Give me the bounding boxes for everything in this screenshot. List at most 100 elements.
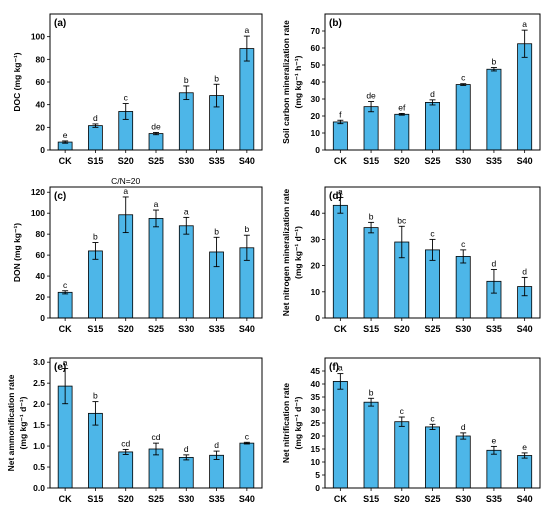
- significance-letter: e: [492, 435, 497, 445]
- x-tick-label: S15: [363, 494, 379, 504]
- significance-letter: c: [461, 73, 466, 83]
- y-tick-label: 0: [315, 145, 320, 155]
- significance-letter: b: [369, 387, 374, 397]
- x-tick-label: S40: [239, 324, 255, 334]
- bar: [425, 102, 440, 151]
- significance-letter: b: [214, 226, 219, 236]
- x-tick-label: S40: [517, 324, 533, 334]
- bar: [178, 456, 194, 489]
- significance-letter: c: [124, 93, 129, 103]
- y-axis-label: Net nitrogen mineralization rate: [281, 188, 291, 316]
- panel-label: (a): [54, 18, 66, 29]
- significance-letter: d: [214, 440, 219, 450]
- bar: [486, 68, 502, 151]
- bar: [332, 204, 348, 319]
- x-tick-label: S30: [455, 156, 471, 166]
- y-tick-label: 0.5: [33, 462, 45, 472]
- x-tick-label: S35: [486, 156, 502, 166]
- bar: [178, 225, 194, 319]
- y-tick-label: 60: [311, 43, 321, 53]
- x-tick-label: S20: [118, 324, 134, 334]
- significance-letter: b: [93, 232, 98, 242]
- bar: [486, 449, 502, 489]
- significance-letter: de: [366, 91, 376, 101]
- x-tick-label: CK: [334, 494, 347, 504]
- significance-letter: f: [339, 109, 342, 119]
- y-tick-label: 0: [315, 313, 320, 323]
- bar: [332, 121, 348, 151]
- y-tick-label: 120: [31, 187, 45, 197]
- bar: [455, 435, 471, 489]
- x-tick-label: S20: [118, 494, 134, 504]
- y-axis-label: (mg kg⁻¹ d⁻¹): [18, 396, 28, 449]
- significance-letter: a: [63, 357, 68, 367]
- x-tick-label: S15: [87, 156, 103, 166]
- significance-letter: cd: [121, 438, 130, 448]
- y-tick-label: 40: [311, 379, 321, 389]
- y-tick-label: 30: [311, 405, 321, 415]
- y-tick-label: 60: [36, 77, 46, 87]
- significance-letter: cd: [152, 432, 161, 442]
- significance-letter: b: [369, 211, 374, 221]
- x-tick-label: S35: [209, 494, 225, 504]
- y-tick-label: 0: [315, 483, 320, 493]
- y-tick-label: 100: [31, 32, 45, 42]
- significance-letter: b: [214, 73, 219, 83]
- significance-letter: c: [430, 413, 435, 423]
- x-tick-label: CK: [59, 324, 72, 334]
- y-tick-label: 20: [311, 261, 321, 271]
- panel-label: (f): [329, 362, 339, 373]
- significance-letter: a: [184, 206, 189, 216]
- significance-letter: d: [93, 113, 98, 123]
- bar: [178, 92, 194, 151]
- x-tick-label: S20: [394, 324, 410, 334]
- bar: [394, 421, 410, 489]
- chart-panel-5: a CK b S15 cd S20 cd S25 d S30 d S35 c S40 0.0 0.5 1.0 1.…: [6, 357, 263, 504]
- y-tick-label: 20: [311, 431, 321, 441]
- bar: [148, 133, 164, 151]
- chart-panel-6: a CK b S15 c S20 c S25 d S30 e S35 e S40 0 5 10 15 20 25 30 3…: [281, 357, 541, 504]
- significance-letter: c: [400, 406, 405, 416]
- y-tick-label: 2.0: [33, 399, 45, 409]
- bar: [394, 113, 410, 151]
- y-tick-label: 0: [40, 313, 45, 323]
- significance-letter: d: [430, 89, 435, 99]
- x-tick-label: S40: [517, 156, 533, 166]
- significance-letter: b: [184, 75, 189, 85]
- y-tick-label: 10: [311, 128, 321, 138]
- x-tick-label: CK: [59, 494, 72, 504]
- y-tick-label: 25: [311, 418, 321, 428]
- significance-letter: e: [63, 130, 68, 140]
- x-tick-label: S25: [424, 494, 440, 504]
- significance-letter: ef: [398, 102, 406, 112]
- bar: [148, 218, 164, 319]
- x-tick-label: S35: [486, 494, 502, 504]
- panel-label: (c): [54, 191, 66, 202]
- bar: [118, 451, 134, 489]
- significance-letter: b: [93, 391, 98, 401]
- x-tick-label: S20: [118, 156, 134, 166]
- significance-letter: a: [123, 186, 128, 196]
- bar: [517, 43, 533, 151]
- bar: [363, 106, 379, 151]
- chart-panel-4: a CK b S15 bc S20 c S25 c S30 d S35 d S40 0 10 20 30 40 (d)…: [281, 186, 541, 334]
- y-axis-label: (mg kg⁻¹ d⁻¹): [293, 396, 303, 449]
- significance-letter: c: [245, 431, 250, 441]
- x-tick-label: S35: [209, 156, 225, 166]
- y-axis-label: Net ammonification rate: [6, 374, 16, 471]
- x-tick-label: S25: [148, 324, 164, 334]
- significance-letter: d: [492, 259, 497, 269]
- y-tick-label: 45: [311, 366, 321, 376]
- y-tick-label: 40: [36, 100, 46, 110]
- significance-letter: c: [461, 239, 466, 249]
- y-tick-label: 20: [311, 111, 321, 121]
- y-tick-label: 40: [311, 77, 321, 87]
- significance-letter: d: [461, 422, 466, 432]
- panel-label: (d): [329, 191, 342, 202]
- bar: [455, 256, 471, 319]
- significance-letter: b: [244, 224, 249, 234]
- y-axis-label: Net nitrification rate: [281, 383, 291, 464]
- x-tick-label: S30: [455, 324, 471, 334]
- bar: [209, 454, 224, 489]
